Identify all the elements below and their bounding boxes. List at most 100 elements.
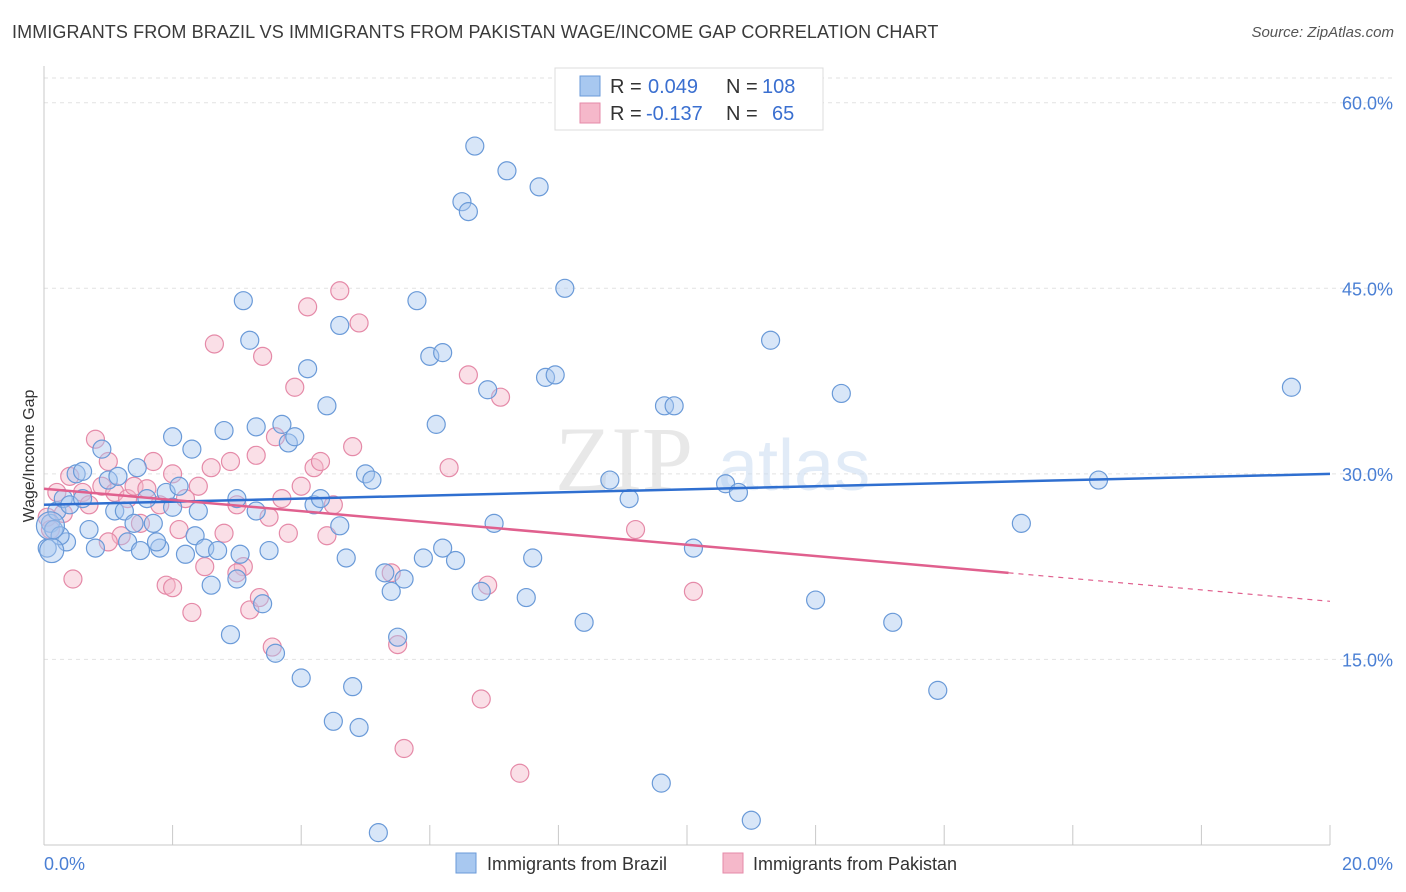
brazil-point <box>265 643 286 663</box>
brazil-point <box>143 513 163 533</box>
y-tick-label: 45.0% <box>1342 279 1393 299</box>
pakistan-point <box>291 476 311 496</box>
series-legend: Immigrants from Brazil Immigrants from P… <box>455 852 957 874</box>
brazil-point <box>362 470 382 490</box>
pakistan-trend-extension <box>1008 572 1331 602</box>
pakistan-point <box>195 557 215 577</box>
watermark-atlas: atlas <box>718 426 870 506</box>
brazil-point <box>420 346 440 366</box>
brazil-point <box>214 420 234 441</box>
brazil-point <box>426 414 446 434</box>
legend-brazil-swatch <box>455 852 477 874</box>
brazil-point <box>529 177 549 197</box>
brazil-trend-line <box>43 472 1331 507</box>
legend-pakistan-swatch <box>722 852 744 874</box>
pakistan-point <box>388 634 408 655</box>
pakistan-swatch <box>579 102 601 124</box>
brazil-point <box>169 476 189 496</box>
brazil-point <box>1281 377 1302 397</box>
brazil-point <box>130 540 151 561</box>
brazil-r-value: 0.049 <box>648 76 698 98</box>
pakistan-point <box>188 476 208 496</box>
pakistan-point <box>285 377 305 397</box>
brazil-point <box>298 359 318 379</box>
pakistan-point <box>471 689 491 709</box>
pakistan-point <box>330 281 350 301</box>
brazil-point <box>246 417 266 437</box>
pakistan-point <box>317 526 337 546</box>
brazil-point <box>272 414 292 434</box>
pakistan-point <box>204 334 224 354</box>
brazil-point <box>928 680 948 700</box>
pakistan-point <box>394 738 414 759</box>
brazil-point <box>523 548 543 568</box>
pakistan-point <box>349 313 369 333</box>
watermark: ZIP atlas <box>555 408 870 510</box>
brazil-point <box>349 717 369 738</box>
brazil-point <box>545 365 565 385</box>
y-tick-labels: 15.0% 30.0% 45.0% 60.0% <box>1342 94 1393 671</box>
brazil-point <box>330 516 350 536</box>
brazil-point <box>471 581 491 601</box>
pakistan-point <box>182 602 202 623</box>
brazil-point <box>433 343 453 363</box>
pakistan-point <box>163 464 183 484</box>
brazil-point <box>452 192 472 212</box>
brazil-point <box>79 519 99 540</box>
brazil-point-cluster <box>39 537 65 564</box>
brazil-point <box>285 427 305 447</box>
legend-pakistan-label: Immigrants from Pakistan <box>753 854 957 874</box>
brazil-point <box>683 538 704 558</box>
brazil-point <box>368 823 388 843</box>
brazil-point <box>85 538 106 558</box>
brazil-point <box>188 501 208 521</box>
axes <box>43 66 1331 846</box>
pakistan-point <box>220 451 241 472</box>
brazil-point <box>664 396 684 416</box>
brazil-point <box>336 548 356 568</box>
brazil-point <box>619 489 639 509</box>
trend-lines <box>43 472 1331 602</box>
brazil-point <box>317 396 337 416</box>
brazil-point <box>246 501 266 521</box>
pakistan-point <box>143 451 163 472</box>
brazil-point <box>574 612 594 632</box>
x-tick-label: 20.0% <box>1342 854 1393 874</box>
pakistan-point <box>253 346 273 366</box>
y-tick-label: 30.0% <box>1342 465 1393 485</box>
brazil-point <box>208 540 228 561</box>
brazil-point <box>516 587 536 608</box>
brazil-point <box>651 773 671 793</box>
pakistan-n-value: 65 <box>772 103 794 125</box>
brazil-point <box>72 461 93 481</box>
brazil-point-cluster <box>35 511 66 541</box>
pakistan-point <box>85 429 106 449</box>
stats-legend: R = 0.049 N = 108 R = -0.137 N = 65 <box>554 67 824 131</box>
brazil-point <box>240 330 260 350</box>
pakistan-n-label: N = <box>726 103 758 125</box>
pakistan-point <box>201 458 221 478</box>
x-tick-label: 0.0% <box>44 854 85 874</box>
brazil-point <box>465 136 485 156</box>
y-axis-label: Wage/Income Gap <box>21 390 38 523</box>
brazil-point <box>458 202 478 222</box>
brazil-point <box>253 594 273 614</box>
brazil-point <box>259 540 279 561</box>
brazil-point <box>291 668 311 688</box>
pakistan-point <box>683 581 704 601</box>
brazil-point <box>108 466 128 486</box>
pakistan-point <box>439 458 459 478</box>
brazil-point <box>741 810 761 830</box>
pakistan-point <box>625 519 646 540</box>
pakistan-r-label: R = <box>610 103 642 125</box>
brazil-point <box>445 550 466 571</box>
brazil-point <box>323 711 343 731</box>
brazil-point <box>227 569 247 589</box>
brazil-point <box>413 548 433 568</box>
pakistan-point <box>458 365 478 385</box>
brazil-point <box>175 544 196 564</box>
pakistan-point <box>227 563 247 583</box>
brazil-point <box>654 396 675 416</box>
pakistan-points <box>37 281 704 783</box>
pakistan-point <box>278 523 298 543</box>
